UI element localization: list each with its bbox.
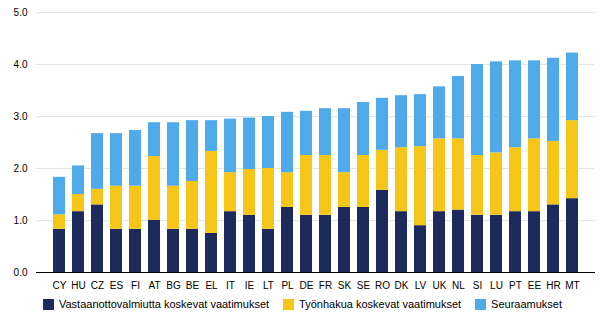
svg-text:5.0: 5.0 xyxy=(14,7,28,18)
svg-text:AT: AT xyxy=(148,280,160,291)
svg-text:EL: EL xyxy=(205,280,218,291)
svg-text:IE: IE xyxy=(245,280,255,291)
svg-text:UK: UK xyxy=(433,280,447,291)
svg-text:IT: IT xyxy=(226,280,235,291)
svg-text:EE: EE xyxy=(528,280,542,291)
svg-text:0.0: 0.0 xyxy=(14,267,28,278)
svg-text:RO: RO xyxy=(375,280,390,291)
svg-text:3.0: 3.0 xyxy=(14,111,28,122)
svg-text:LV: LV xyxy=(415,280,427,291)
svg-text:CZ: CZ xyxy=(91,280,104,291)
svg-text:DE: DE xyxy=(300,280,314,291)
svg-text:HU: HU xyxy=(71,280,85,291)
svg-text:2.0: 2.0 xyxy=(14,163,28,174)
html-text:Työnhakua koskevat vaatimukset: Työnhakua koskevat vaatimukset xyxy=(299,298,462,310)
svg-text:CY: CY xyxy=(53,280,67,291)
svg-text:LT: LT xyxy=(263,280,274,291)
svg-text:FR: FR xyxy=(319,280,332,291)
svg-text:BG: BG xyxy=(166,280,181,291)
svg-text:BE: BE xyxy=(186,280,200,291)
svg-text:FI: FI xyxy=(131,280,140,291)
svg-text:SE: SE xyxy=(357,280,371,291)
svg-text:ES: ES xyxy=(110,280,124,291)
svg-text:MT: MT xyxy=(565,280,579,291)
svg-text:NL: NL xyxy=(452,280,465,291)
svg-text:4.0: 4.0 xyxy=(14,59,28,70)
html-text:Seuraamukset: Seuraamukset xyxy=(491,298,562,310)
svg-text:SI: SI xyxy=(473,280,482,291)
html-text:Vastaanottovalmiutta koskevat: Vastaanottovalmiutta koskevat vaatimukse… xyxy=(59,298,270,310)
svg-text:DK: DK xyxy=(395,280,409,291)
svg-text:PT: PT xyxy=(509,280,522,291)
svg-text:LU: LU xyxy=(490,280,503,291)
svg-text:1.0: 1.0 xyxy=(14,215,28,226)
svg-text:PL: PL xyxy=(281,280,294,291)
svg-text:SK: SK xyxy=(338,280,352,291)
svg-text:HR: HR xyxy=(546,280,560,291)
